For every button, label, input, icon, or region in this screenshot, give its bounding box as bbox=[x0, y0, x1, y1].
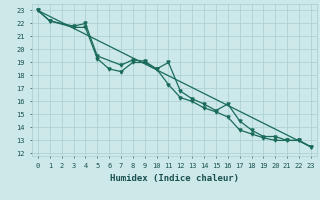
X-axis label: Humidex (Indice chaleur): Humidex (Indice chaleur) bbox=[110, 174, 239, 184]
